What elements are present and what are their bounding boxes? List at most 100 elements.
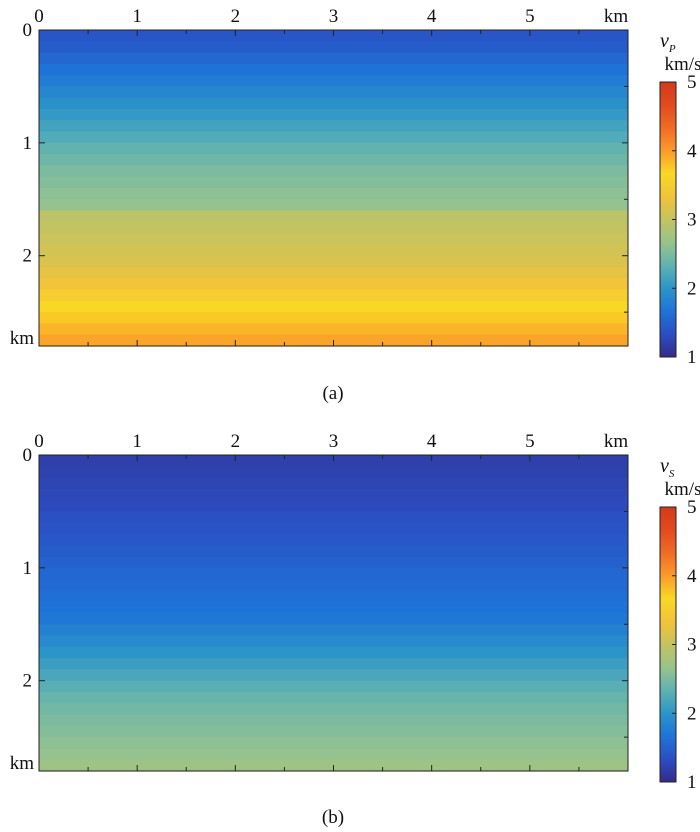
velocity-band (39, 488, 628, 501)
y-tick-label: 1 (23, 133, 33, 154)
panel-b-vs: 0 1 2 3 4 5 km 0 1 2 km vS km/s 1 2 3 4 … (10, 431, 700, 828)
y-tick-label: 2 (23, 246, 33, 267)
colorbar-symbol: vP (660, 30, 676, 55)
y-tick-label: 1 (23, 558, 33, 579)
velocity-band (39, 267, 628, 279)
colorbar-tick-label: 4 (687, 141, 697, 162)
x-tick-label: 1 (132, 6, 142, 27)
y-axis-unit: km (10, 753, 35, 774)
colorbar-subscript: P (668, 43, 676, 55)
colorbar-tick-label: 2 (687, 703, 697, 724)
colorbar-unit: km/s (665, 54, 700, 75)
panel-caption: (b) (322, 807, 344, 828)
velocity-band (39, 500, 628, 513)
colorbar-subscript: S (669, 468, 675, 480)
colorbar-vs: vS km/s 1 2 3 4 5 (659, 455, 700, 793)
x-axis-unit: km (604, 6, 629, 27)
velocity-band (39, 703, 628, 716)
colorbar-tick-label: 5 (687, 497, 697, 518)
y-axis-unit: km (10, 328, 35, 349)
velocity-band (39, 522, 628, 535)
velocity-band (39, 477, 628, 490)
velocity-band (39, 466, 628, 479)
x-axis-unit: km (604, 431, 629, 452)
velocity-band (39, 601, 628, 614)
velocity-band (39, 635, 628, 648)
velocity-band (39, 737, 628, 750)
velocity-band (39, 142, 628, 155)
x-tick-label: 0 (34, 6, 44, 27)
x-tick-label: 4 (427, 431, 437, 452)
velocity-band (39, 545, 628, 558)
velocity-band (39, 188, 628, 200)
velocity-band (39, 323, 628, 336)
velocity-band (39, 312, 628, 325)
colorbar-tick-label: 1 (687, 772, 697, 793)
velocity-band (39, 199, 628, 212)
velocity-band (39, 221, 628, 234)
x-tick-label: 5 (525, 431, 535, 452)
y-axis: 0 1 2 km (10, 20, 628, 349)
vp-velocity-field (39, 30, 628, 347)
velocity-band (39, 567, 628, 580)
colorbar-unit: km/s (665, 479, 700, 500)
velocity-band (39, 63, 628, 76)
x-tick-label: 4 (427, 6, 437, 27)
velocity-band (39, 534, 628, 546)
velocity-band (39, 658, 628, 671)
x-axis: 0 1 2 3 4 5 km (34, 431, 628, 771)
velocity-band (39, 692, 628, 704)
velocity-band (39, 556, 628, 569)
velocity-band (39, 255, 628, 268)
velocity-band (39, 52, 628, 65)
velocity-band (39, 165, 628, 178)
colorbar-tick-label: 3 (687, 210, 697, 231)
x-tick-label: 1 (132, 431, 142, 452)
colorbar-tick-label: 2 (687, 278, 697, 299)
velocity-band (39, 300, 628, 313)
colorbar-tick-label: 4 (687, 566, 697, 587)
colorbar-vp: vP km/s 1 2 3 4 5 (659, 30, 700, 368)
colorbar-tick-label: 3 (687, 635, 697, 656)
vs-velocity-field (39, 455, 628, 772)
velocity-band (39, 75, 628, 88)
x-tick-label: 2 (231, 431, 241, 452)
x-tick-label: 2 (231, 6, 241, 27)
velocity-band (39, 613, 628, 625)
panel-a-vp: 0 1 2 3 4 5 km 0 1 2 km vP km/s 1 2 3 4 … (10, 6, 700, 404)
velocity-band (39, 646, 628, 659)
velocity-band (39, 278, 628, 291)
y-tick-label: 0 (23, 20, 33, 41)
velocity-band (39, 86, 628, 99)
colorbar-symbol: vS (660, 455, 675, 480)
velocity-band (39, 210, 628, 223)
panel-caption: (a) (322, 383, 343, 404)
velocity-band (39, 97, 628, 110)
velocity-band (39, 579, 628, 592)
y-axis: 0 1 2 km (10, 445, 628, 774)
x-tick-label: 3 (329, 6, 339, 27)
x-tick-label: 5 (525, 6, 535, 27)
x-tick-label: 3 (329, 431, 339, 452)
velocity-band (39, 176, 628, 189)
velocity-band (39, 748, 628, 761)
y-tick-label: 2 (23, 671, 33, 692)
colorbar-tick-label: 5 (687, 72, 697, 93)
velocity-band (39, 154, 628, 167)
velocity-band (39, 680, 628, 693)
velocity-band (39, 120, 628, 133)
x-tick-label: 0 (34, 431, 44, 452)
velocity-band (39, 590, 628, 603)
x-axis: 0 1 2 3 4 5 km (34, 6, 628, 346)
velocity-band (39, 714, 628, 727)
y-tick-label: 0 (23, 445, 33, 466)
velocity-band (39, 289, 628, 302)
velocity-band (39, 725, 628, 738)
velocity-band (39, 244, 628, 257)
colorbar-tick-label: 1 (687, 347, 697, 368)
velocity-band (39, 109, 628, 121)
velocity-band (39, 131, 628, 144)
velocity-band (39, 511, 628, 524)
velocity-band (39, 41, 628, 54)
